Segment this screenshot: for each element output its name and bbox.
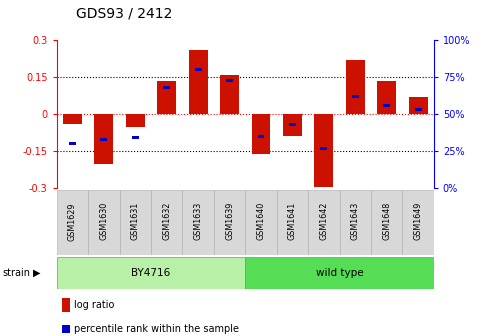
Bar	[377, 81, 396, 114]
Bar	[151, 190, 182, 255]
Bar	[63, 114, 82, 124]
Bar	[220, 75, 239, 114]
Text: wild type: wild type	[316, 268, 363, 278]
Bar	[88, 190, 119, 255]
Text: GSM1640: GSM1640	[256, 202, 266, 241]
Bar	[251, 114, 270, 154]
Bar	[157, 81, 176, 114]
Text: GSM1642: GSM1642	[319, 202, 328, 241]
Bar	[189, 50, 208, 114]
Text: GSM1643: GSM1643	[351, 202, 360, 241]
Bar	[346, 60, 365, 114]
Bar	[289, 123, 296, 126]
Text: log ratio: log ratio	[74, 300, 115, 310]
Bar	[257, 135, 264, 138]
Bar	[277, 190, 308, 255]
Bar	[315, 114, 333, 187]
Bar	[308, 190, 340, 255]
Text: GSM1641: GSM1641	[288, 202, 297, 241]
Bar	[119, 190, 151, 255]
Bar	[402, 190, 434, 255]
Bar	[57, 190, 88, 255]
Bar	[371, 190, 402, 255]
Bar	[101, 138, 107, 141]
Text: BY4716: BY4716	[131, 268, 171, 278]
Text: strain: strain	[2, 268, 31, 278]
Bar	[352, 95, 359, 98]
Bar	[226, 79, 233, 82]
Bar	[409, 97, 427, 114]
Bar	[195, 68, 202, 72]
Text: GSM1629: GSM1629	[68, 202, 77, 241]
Bar	[283, 114, 302, 136]
Text: GSM1632: GSM1632	[162, 202, 171, 241]
Bar	[126, 114, 145, 127]
Text: percentile rank within the sample: percentile rank within the sample	[74, 324, 240, 334]
Bar	[340, 190, 371, 255]
Bar	[182, 190, 214, 255]
Text: GSM1649: GSM1649	[414, 202, 423, 241]
Text: ▶: ▶	[33, 268, 40, 278]
Text: GSM1639: GSM1639	[225, 202, 234, 241]
Text: GSM1648: GSM1648	[382, 202, 391, 241]
Bar	[69, 142, 76, 145]
Bar	[132, 136, 139, 139]
Bar	[214, 190, 246, 255]
Bar	[163, 86, 170, 89]
Text: GDS93 / 2412: GDS93 / 2412	[76, 6, 173, 20]
Bar	[94, 114, 113, 164]
Bar	[57, 257, 245, 289]
Text: GSM1630: GSM1630	[99, 202, 108, 241]
Text: GSM1633: GSM1633	[194, 202, 203, 241]
Bar	[415, 108, 422, 112]
Bar	[245, 190, 277, 255]
Bar	[383, 104, 390, 107]
Text: GSM1631: GSM1631	[131, 202, 140, 241]
Bar	[320, 146, 327, 150]
Bar	[245, 257, 434, 289]
